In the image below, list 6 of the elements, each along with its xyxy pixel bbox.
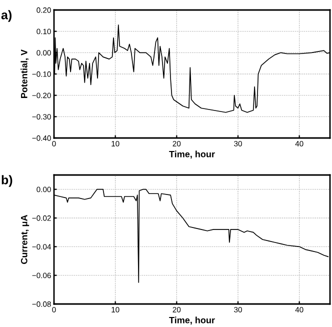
y-axis-title: Current, μA [20,214,30,264]
y-axis-title: Potential, V [20,49,29,98]
x-axis-title: Time, hour [169,150,215,159]
x-axis-title: Time, hour [169,316,215,325]
text: a) [1,10,12,22]
text: b) [2,175,12,187]
